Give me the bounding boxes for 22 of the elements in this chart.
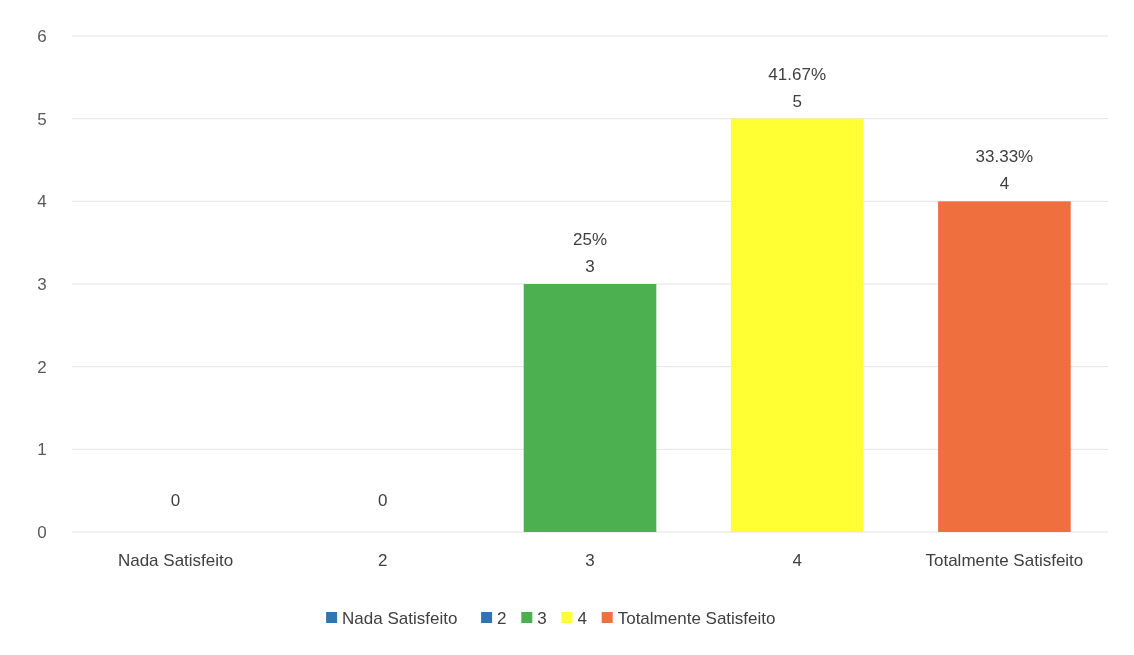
legend-label: Nada Satisfeito — [342, 608, 458, 628]
data-label: 41.67% 5 — [768, 64, 827, 111]
x-tick-label: Totalmente Satisfeito — [925, 551, 1084, 570]
legend-label: Totalmente Satisfeito — [617, 608, 776, 628]
data-label: 0 — [378, 491, 388, 510]
x-tick-label: 4 — [792, 551, 802, 570]
legend-label: 4 — [577, 608, 587, 628]
data-label: 25% 3 — [572, 230, 608, 276]
data-label: 0 — [170, 491, 181, 510]
data-label: 33.33% 4 — [975, 147, 1034, 194]
y-tick-label: 1 — [37, 440, 47, 460]
y-tick-label: 0 — [37, 522, 47, 542]
y-tick-label: 5 — [37, 109, 47, 129]
y-tick-label: 3 — [37, 274, 47, 294]
y-tick-label: 2 — [37, 357, 47, 377]
y-tick-label: 4 — [37, 192, 47, 212]
legend-label: 3 — [537, 608, 547, 628]
x-tick-label: 2 — [378, 551, 388, 570]
legend-label: 2 — [497, 608, 507, 628]
x-tick-label: Nada Satisfeito — [117, 551, 234, 570]
x-tick-label: 3 — [585, 551, 595, 570]
y-tick-label: 6 — [37, 26, 47, 46]
